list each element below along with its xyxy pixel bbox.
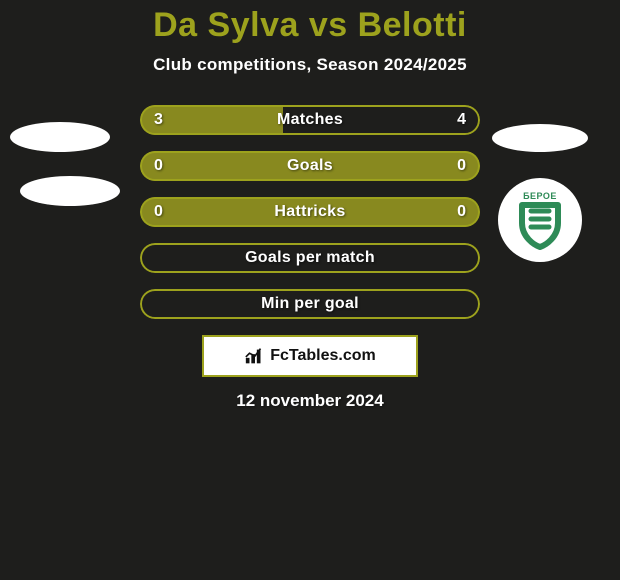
- stat-label: Min per goal: [140, 289, 480, 319]
- stat-row: 00Hattricks: [140, 197, 480, 227]
- comparison-card: Da Sylva vs Belotti Club competitions, S…: [0, 0, 620, 411]
- stat-label: Matches: [140, 105, 480, 135]
- left-team-badge-2: [20, 176, 120, 206]
- right-team-badge-1: [492, 124, 588, 152]
- subtitle: Club competitions, Season 2024/2025: [0, 55, 620, 75]
- stat-label: Goals per match: [140, 243, 480, 273]
- right-team-club-badge: БЕРОЕ: [498, 178, 582, 262]
- brand-badge[interactable]: FcTables.com: [202, 335, 418, 377]
- brand-text: FcTables.com: [270, 347, 376, 365]
- stat-label: Goals: [140, 151, 480, 181]
- page-title: Da Sylva vs Belotti: [0, 6, 620, 45]
- stat-label: Hattricks: [140, 197, 480, 227]
- stat-row: Goals per match: [140, 243, 480, 273]
- beroe-crest: БЕРОЕ: [509, 189, 571, 251]
- date: 12 november 2024: [0, 391, 620, 411]
- stat-row: 00Goals: [140, 151, 480, 181]
- stats-list: 34Matches 00Goals 00Hattricks Goals per mat…: [140, 105, 480, 319]
- stat-row: Min per goal: [140, 289, 480, 319]
- beroe-crest-text: БЕРОЕ: [509, 191, 571, 201]
- bar-chart-icon: [244, 345, 266, 367]
- left-team-badge-1: [10, 122, 110, 152]
- stat-row: 34Matches: [140, 105, 480, 135]
